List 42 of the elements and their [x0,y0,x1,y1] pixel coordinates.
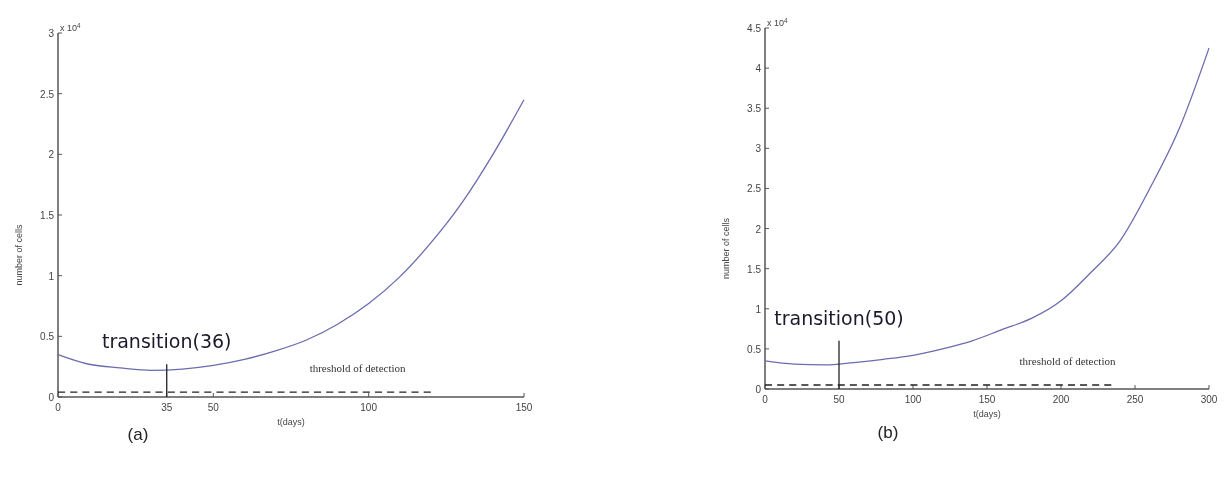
annotation: x 10$^{4}$ [767,16,789,28]
y-tick-label: 1 [48,270,55,282]
y-tick-label: 0 [755,384,762,395]
annotation: transition(36) [101,330,232,353]
y-tick-label: 4.5 [747,23,762,34]
x-tick-label: 200 [1052,394,1070,405]
line-series [57,99,525,371]
y-tick-label: 0.5 [40,331,55,343]
y-tick-label: 3 [48,28,55,39]
y-tick-label: 3.5 [747,103,762,115]
y-tick-label: 2 [48,149,55,161]
annotation: threshold of detection [1019,354,1116,367]
x-tick-label: 0 [55,402,62,413]
y-tick-label: 0.5 [747,343,762,355]
y-tick-label: 1.5 [747,263,762,275]
annotation: threshold of detection [309,362,407,375]
text: (a) [127,425,149,444]
x-tick-label: 100 [360,402,378,413]
y-axis-title: number of cells [721,217,731,280]
x-axis-title: t(days) [277,417,305,427]
y-tick-label: 2.5 [747,183,762,195]
x-tick-label: 50 [207,402,220,413]
x-tick-label: 150 [515,402,533,413]
y-tick-label: 4 [755,63,762,75]
y-axis-title: number of cells [14,223,24,286]
x-tick-label: 150 [978,394,996,405]
x-tick-label: 35 [161,402,173,413]
x-axis-title: t(days) [973,409,1001,419]
line-series [764,47,1210,366]
text: (b) [877,423,899,442]
y-tick-label: 3 [755,143,762,155]
text: x 10$^{4}$ [60,21,82,33]
x-tick-label: 250 [1126,394,1144,405]
y-tick-label: 1 [755,303,762,315]
y-tick-label: 2.5 [40,88,55,100]
y-tick-label: 2 [755,223,762,235]
x-tick-label: 300 [1200,394,1218,405]
x-tick-label: 0 [762,394,769,405]
x-tick-label: 50 [833,394,845,405]
x-tick-label: 100 [904,394,922,405]
annotation: transition(50) [774,306,904,329]
y-tick-label: 1.5 [40,210,55,221]
